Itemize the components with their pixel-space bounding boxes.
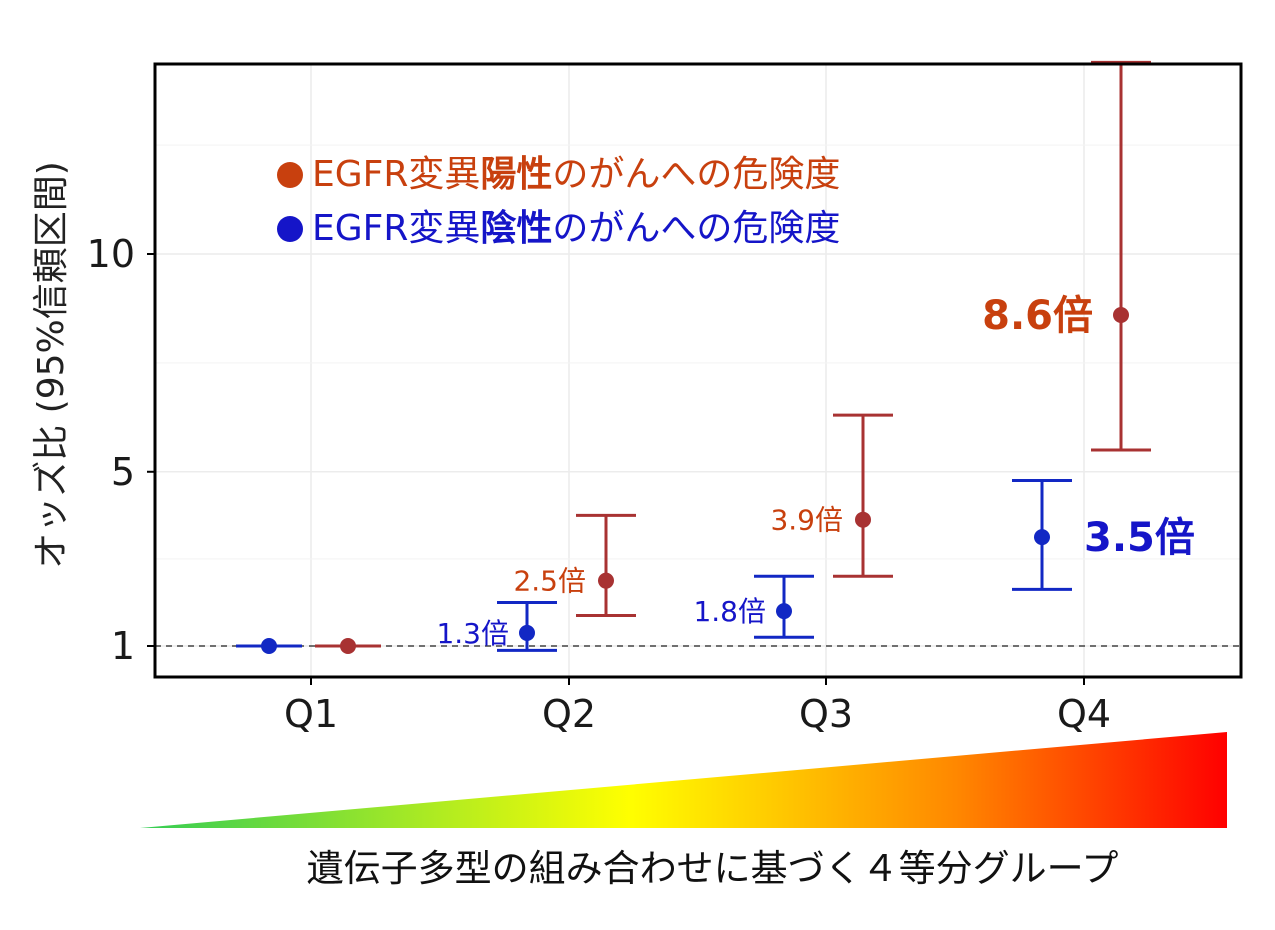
series-positive: 2.5倍 3.9倍 8.6倍: [315, 60, 1151, 654]
data-label: 2.5倍: [513, 565, 586, 598]
data-label: 3.5倍: [1084, 515, 1195, 561]
series-negative: 1.3倍 1.8倍 3.5倍: [236, 478, 1195, 654]
legend-label-bold: 陰性: [480, 208, 552, 249]
x-axis-caption: 遺伝子多型の組み合わせに基づく４等分グループ: [306, 847, 1119, 890]
legend-item-negative: EGFR変異陰性のがんへの危険度: [277, 208, 840, 249]
data-label: 3.9倍: [770, 504, 843, 537]
legend-label-bold: 陽性: [480, 154, 552, 195]
legend-item-positive: EGFR変異陽性のがんへの危険度: [277, 154, 840, 195]
data-point: [776, 603, 792, 620]
data-point: [598, 572, 614, 589]
y-tick-label: 1: [111, 624, 135, 668]
data-point: [1113, 306, 1129, 323]
y-tick-label: 10: [87, 232, 135, 276]
data-point: [340, 638, 356, 654]
legend-marker: [277, 216, 303, 242]
legend-marker: [277, 162, 303, 188]
axis-layer: 1 5 10 Q1 Q2 Q3 Q4: [87, 232, 1111, 736]
legend-label: EGFR変異陰性のがんへの危険度: [312, 208, 840, 249]
risk-gradient-wedge: [140, 732, 1227, 828]
data-label: 1.8倍: [693, 595, 766, 628]
legend-label-suffix: のがんへの危険度: [552, 154, 840, 195]
data-point: [519, 624, 535, 641]
y-axis-label: オッズ比 (95%信頼区間): [31, 161, 72, 569]
legend-label-prefix: EGFR変異: [312, 154, 480, 195]
x-tick-label: Q3: [799, 692, 853, 736]
legend-label-suffix: のがんへの危険度: [552, 208, 840, 249]
data-layer: 2.5倍 3.9倍 8.6倍 1.3倍 1.8倍 3.5倍: [236, 60, 1195, 654]
x-tick-label: Q1: [284, 692, 338, 736]
legend-label: EGFR変異陽性のがんへの危険度: [312, 154, 840, 195]
data-point: [855, 511, 871, 528]
x-tick-label: Q2: [542, 692, 596, 736]
data-point: [1034, 529, 1050, 546]
plot-frame: [153, 62, 1243, 679]
data-label: 1.3倍: [436, 617, 509, 650]
data-point: [261, 638, 277, 654]
legend-label-prefix: EGFR変異: [312, 208, 480, 249]
data-label: 8.6倍: [982, 293, 1093, 339]
y-tick-label: 5: [111, 450, 135, 494]
x-tick-label: Q4: [1057, 692, 1111, 736]
